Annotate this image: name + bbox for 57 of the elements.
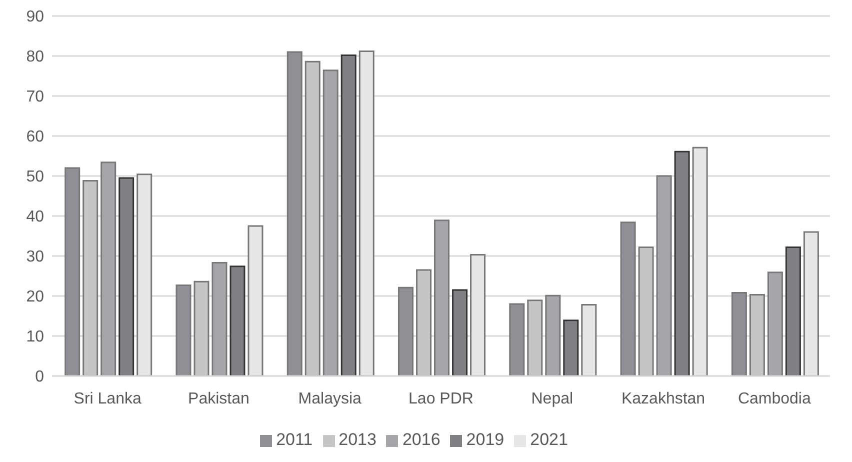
bar	[340, 54, 356, 376]
x-tick-label: Kazakhstan	[621, 390, 706, 408]
bar	[563, 320, 579, 376]
y-tick-label: 20	[26, 288, 44, 306]
bar	[581, 304, 597, 376]
bar	[509, 303, 525, 376]
bar	[248, 225, 264, 376]
bar	[731, 292, 747, 376]
legend-label: 2013	[338, 430, 376, 449]
bar	[176, 284, 192, 376]
legend-label: 2019	[466, 430, 504, 449]
bar	[212, 262, 228, 376]
bar	[416, 269, 432, 376]
bar	[100, 162, 116, 376]
bar	[656, 175, 672, 376]
legend-label: 2011	[276, 430, 313, 449]
bar	[527, 300, 543, 376]
bar	[452, 289, 468, 376]
legend-label: 2016	[402, 430, 440, 449]
y-tick-label: 80	[26, 48, 44, 66]
bar	[434, 220, 450, 376]
bar	[692, 146, 708, 376]
y-tick-label: 40	[26, 208, 44, 226]
bar	[674, 150, 690, 376]
bar	[398, 286, 414, 376]
y-tick-label: 70	[26, 88, 44, 106]
y-tick-label: 60	[26, 128, 44, 146]
bar	[638, 246, 654, 376]
bar	[64, 167, 80, 376]
x-tick-label: Sri Lanka	[74, 390, 142, 408]
y-tick-label: 10	[26, 328, 44, 346]
x-tick-label: Pakistan	[188, 390, 250, 408]
bar	[286, 51, 302, 376]
bar	[136, 174, 152, 376]
bar	[118, 177, 134, 376]
y-tick-label: 90	[26, 8, 44, 26]
bar	[470, 254, 486, 376]
bar	[767, 272, 783, 376]
bar	[322, 70, 338, 376]
y-tick-label: 0	[35, 368, 44, 386]
bar	[803, 231, 819, 376]
y-tick-label: 30	[26, 248, 44, 266]
x-tick-label: Nepal	[531, 390, 574, 408]
y-tick-label: 50	[26, 168, 44, 186]
bar	[82, 180, 98, 376]
legend-label: 2021	[530, 430, 568, 449]
bar	[194, 280, 210, 376]
bar	[230, 266, 246, 376]
x-tick-label: Cambodia	[738, 390, 811, 408]
bar	[785, 246, 801, 376]
bar	[304, 60, 320, 376]
x-tick-label: Lao PDR	[408, 390, 474, 408]
bar	[545, 294, 561, 376]
bar	[358, 50, 374, 376]
x-tick-label: Malaysia	[298, 390, 362, 408]
bar	[620, 222, 636, 376]
bar	[749, 294, 765, 376]
